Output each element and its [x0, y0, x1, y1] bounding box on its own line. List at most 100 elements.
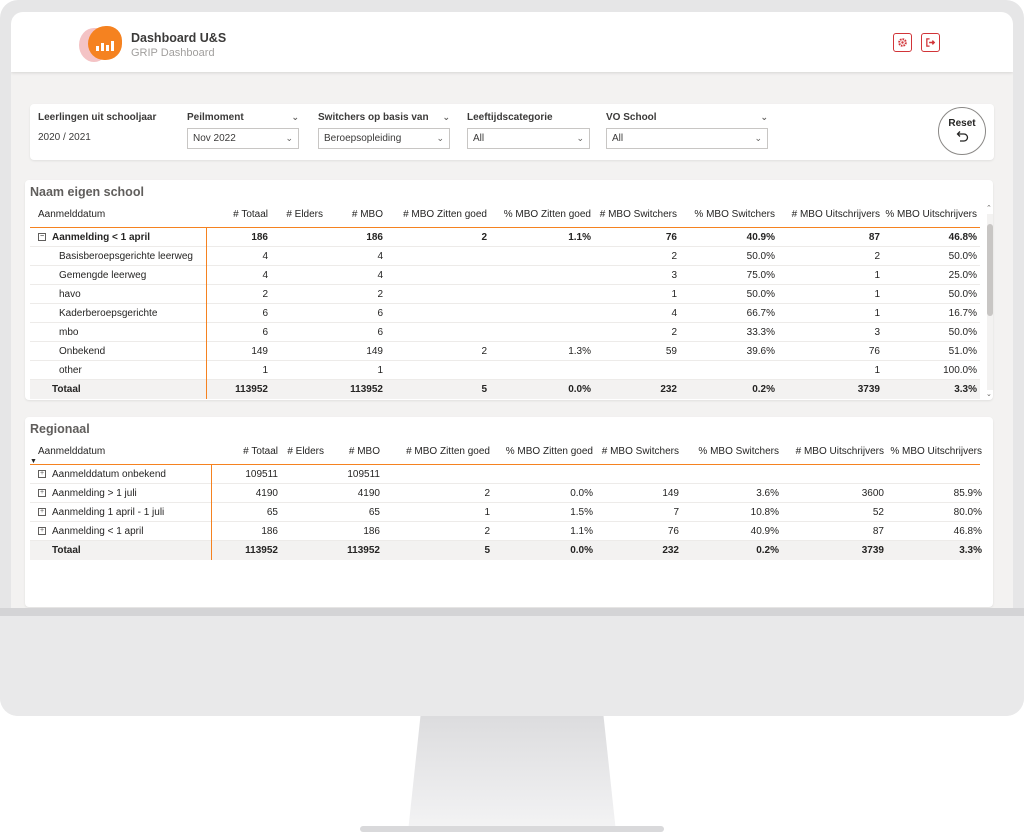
data-cell	[386, 285, 487, 303]
switchers-select[interactable]: Beroepsopleiding ⌄	[318, 128, 450, 149]
data-cell	[280, 503, 324, 521]
column-header[interactable]: # MBO Zitten goed	[406, 446, 490, 457]
cell-value: 1	[874, 269, 880, 281]
column-header[interactable]: # Elders	[287, 446, 324, 457]
data-cell: 76	[594, 228, 677, 246]
data-cell: 0.0%	[493, 484, 593, 502]
data-cell: 87	[778, 228, 880, 246]
data-cell: 2	[326, 285, 383, 303]
column-header[interactable]: % MBO Switchers	[694, 209, 775, 220]
column-header[interactable]: Aanmelddatum	[38, 209, 106, 220]
cell-value: 1	[874, 288, 880, 300]
column-header[interactable]: % MBO Zitten goed	[503, 209, 591, 220]
cell-value: 50.0%	[948, 288, 977, 300]
column-header[interactable]: # Elders	[286, 209, 323, 220]
data-cell: 50.0%	[882, 323, 977, 341]
data-cell: 3	[778, 323, 880, 341]
data-cell: 6	[326, 304, 383, 322]
column-header[interactable]: # MBO Switchers	[601, 446, 679, 457]
column-header[interactable]: # Totaal	[243, 446, 278, 457]
column-header[interactable]: # MBO Uitschrijvers	[791, 209, 880, 220]
cell-value: 4	[262, 269, 268, 281]
collapse-icon[interactable]: −	[38, 233, 46, 241]
data-cell: 46.8%	[887, 522, 982, 540]
cell-value: 113952	[245, 545, 278, 556]
data-cell	[273, 380, 323, 399]
data-cell	[280, 522, 324, 540]
leeftijd-value: All	[473, 133, 485, 144]
row-label: Aanmelding < 1 april	[52, 231, 151, 243]
data-cell: 2	[386, 342, 487, 360]
data-cell	[594, 361, 677, 379]
column-header[interactable]: # MBO Zitten goed	[403, 209, 487, 220]
data-cell: 186	[206, 228, 268, 246]
cell-value: 5	[481, 384, 487, 395]
expand-icon[interactable]: +	[38, 527, 46, 535]
cell-value: 0.2%	[756, 545, 779, 556]
expand-icon[interactable]: +	[38, 470, 46, 478]
data-cell: 2	[594, 323, 677, 341]
scroll-down-icon[interactable]: ⌄	[986, 391, 992, 398]
data-cell: 50.0%	[680, 285, 775, 303]
vertical-scrollbar[interactable]: ⌃ ⌄	[986, 205, 993, 398]
leeftijd-select[interactable]: All ⌄	[467, 128, 590, 149]
monitor-chin	[0, 608, 1024, 716]
data-cell: 4	[326, 266, 383, 284]
data-cell: 10.8%	[682, 503, 779, 521]
chevron-down-icon[interactable]: ⌄	[442, 111, 450, 122]
cell-value: 46.8%	[953, 525, 982, 537]
column-header[interactable]: % MBO Switchers	[698, 446, 779, 457]
data-cell	[280, 465, 324, 483]
data-cell: 4190	[328, 484, 380, 502]
column-header[interactable]: # MBO	[351, 209, 383, 220]
table-row: + Aanmelding < 1 april 186 186 2 1.1% 76 40.9% 8…	[30, 522, 982, 541]
scroll-thumb[interactable]	[987, 224, 993, 316]
cell-value: 65	[266, 506, 278, 518]
cell-value: 232	[662, 545, 679, 556]
expand-icon[interactable]: +	[38, 489, 46, 497]
chevron-down-icon[interactable]: ⌄	[760, 111, 768, 122]
data-cell	[680, 361, 775, 379]
row-header-cell: mbo	[59, 323, 203, 341]
cell-value: 6	[262, 326, 268, 338]
table-row: + Aanmelddatum onbekend 109511 109511	[30, 465, 980, 484]
data-cell: 1.1%	[493, 522, 593, 540]
data-cell: 6	[206, 304, 268, 322]
column-header[interactable]: % MBO Uitschrijvers	[885, 209, 977, 220]
filter-switchers: Switchers op basis van ⌄ Beroepsopleiding…	[318, 110, 450, 149]
app-header: Dashboard U&S GRIP Dashboard	[11, 12, 1013, 72]
row-label: other	[59, 364, 82, 376]
cell-value: 2	[481, 345, 487, 357]
scroll-up-icon[interactable]: ⌃	[986, 205, 992, 212]
sort-desc-icon[interactable]: ▼	[30, 458, 37, 465]
table-naam-eigen-school: Naam eigen school Aanmelddatum # Totaal # …	[25, 180, 993, 400]
column-header[interactable]: # Totaal	[233, 209, 268, 220]
row-header-cell: + Aanmelding < 1 april	[38, 522, 208, 540]
column-header[interactable]: # MBO Uitschrijvers	[795, 446, 884, 457]
row-label: mbo	[59, 326, 79, 338]
data-cell	[273, 323, 323, 341]
data-cell: 65	[214, 503, 278, 521]
expand-icon[interactable]: +	[38, 508, 46, 516]
peilmoment-select[interactable]: Nov 2022 ⌄	[187, 128, 299, 149]
data-cell	[280, 541, 324, 560]
chevron-down-icon: ⌄	[576, 133, 584, 143]
cell-value: 46.8%	[948, 231, 977, 243]
column-header[interactable]: % MBO Uitschrijvers	[890, 446, 982, 457]
data-cell: 1	[326, 361, 383, 379]
cell-value: 50.0%	[948, 326, 977, 338]
settings-button[interactable]	[893, 33, 912, 52]
chevron-down-icon[interactable]: ⌄	[291, 111, 299, 122]
column-header[interactable]: # MBO Switchers	[599, 209, 677, 220]
column-header[interactable]: % MBO Zitten goed	[505, 446, 593, 457]
data-cell: 87	[782, 522, 884, 540]
data-cell: 40.9%	[682, 522, 779, 540]
data-cell: 25.0%	[882, 266, 977, 284]
column-header[interactable]: Aanmelddatum	[38, 446, 106, 457]
column-header[interactable]: # MBO	[348, 446, 380, 457]
logout-button[interactable]	[921, 33, 940, 52]
vo-school-select[interactable]: All ⌄	[606, 128, 768, 149]
reset-button[interactable]: Reset	[938, 107, 986, 155]
data-cell: 0.2%	[682, 541, 779, 560]
data-cell: 1	[206, 361, 268, 379]
